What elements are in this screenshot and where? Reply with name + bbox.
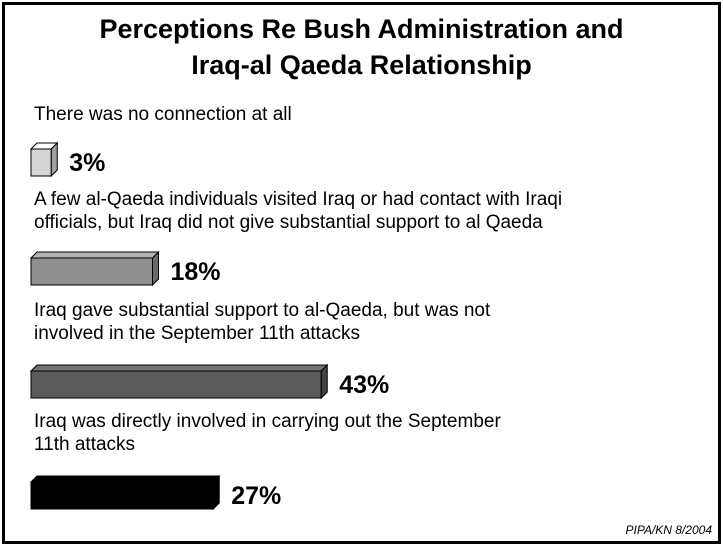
value-label: 18% xyxy=(171,258,221,286)
bar-front-face xyxy=(30,481,214,510)
bar-front-face xyxy=(30,148,52,177)
chart-title-line-1: Perceptions Re Bush Administration and xyxy=(99,14,624,44)
category-label-line: officials, but Iraq did not give substan… xyxy=(34,212,543,233)
value-label: 43% xyxy=(339,371,389,399)
bar-side-face xyxy=(212,474,220,511)
category-label-substantial-support: Iraq gave substantial support to al-Qaed… xyxy=(34,299,694,345)
category-label-line: involved in the September 11th attacks xyxy=(34,323,361,344)
bar-4 xyxy=(29,474,221,511)
bar-top-face xyxy=(29,251,160,259)
bar-3 xyxy=(29,363,329,400)
chart-title-line-2: Iraq-al Qaeda Relationship xyxy=(191,50,532,80)
bar-1 xyxy=(29,141,59,178)
bar-side-face xyxy=(152,250,159,287)
category-label-no-connection: There was no connection at all xyxy=(34,103,694,126)
category-label-line: Iraq gave substantial support to al-Qaed… xyxy=(34,300,491,321)
bar-2 xyxy=(29,250,160,287)
bar-front-face xyxy=(30,370,322,399)
category-label-line: Iraq was directly involved in carrying o… xyxy=(34,411,501,432)
bar-side-face xyxy=(50,141,58,178)
category-label-line: There was no connection at all xyxy=(34,104,292,125)
chart-title: Perceptions Re Bush Administration and I… xyxy=(5,11,718,83)
category-label-line: 11th attacks xyxy=(34,434,136,455)
category-label-line: A few al-Qaeda individuals visited Iraq … xyxy=(34,189,563,210)
bar-top-face xyxy=(29,364,329,372)
bar-top-face xyxy=(29,475,221,483)
category-label-directly-involved: Iraq was directly involved in carrying o… xyxy=(34,410,694,456)
category-label-few-individuals: A few al-Qaeda individuals visited Iraq … xyxy=(34,188,694,234)
bar-front-face xyxy=(30,257,153,286)
source-note: PIPA/KN 8/2004 xyxy=(625,523,713,537)
value-label: 27% xyxy=(231,482,281,510)
bar-side-face xyxy=(320,363,328,400)
value-label: 3% xyxy=(69,149,105,177)
chart-bars: 3% 18% 43% 27% xyxy=(29,141,389,511)
